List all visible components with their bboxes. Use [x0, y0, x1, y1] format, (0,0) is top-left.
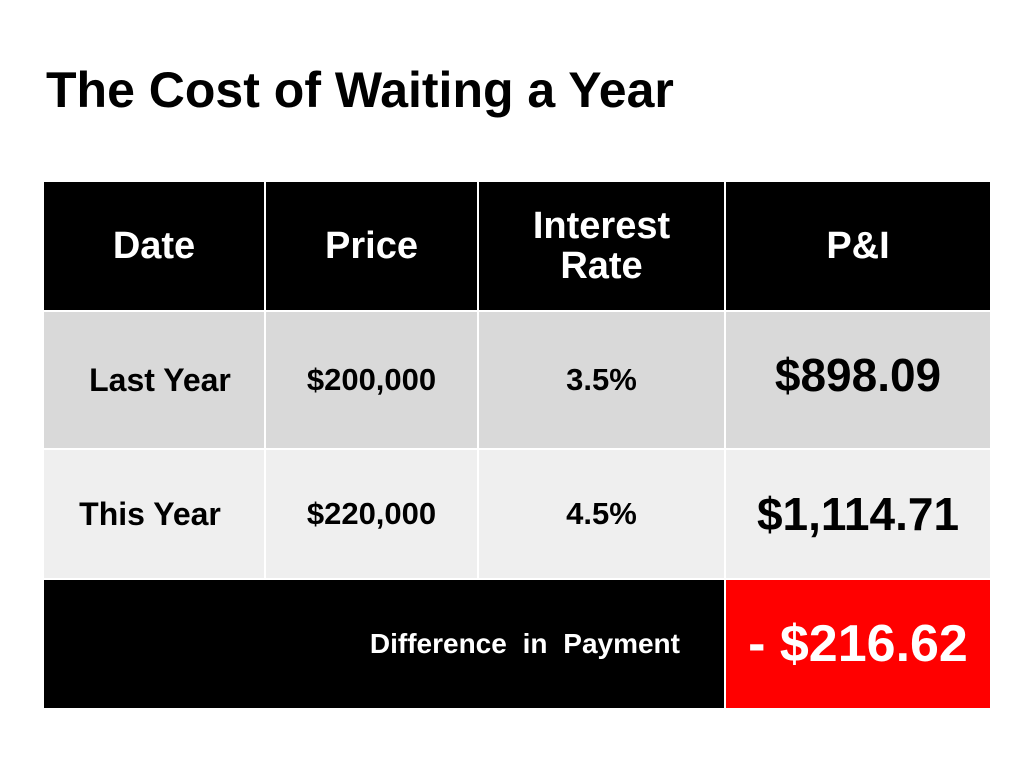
- header-interest-rate: Interest Rate: [477, 180, 726, 312]
- cell-pi: $1,114.71: [724, 448, 992, 580]
- cell-interest-rate: 3.5%: [477, 310, 726, 450]
- cell-date: Last Year: [42, 310, 266, 450]
- header-pi: P&I: [724, 180, 992, 312]
- difference-value: - $216.62: [724, 578, 992, 710]
- cell-pi: $898.09: [724, 310, 992, 450]
- cell-price: $220,000: [264, 448, 479, 580]
- header-price: Price: [264, 180, 479, 312]
- cell-date: This Year: [42, 448, 266, 580]
- table-row-this-year: This Year $220,000 4.5% $1,114.71: [42, 448, 992, 580]
- difference-label: Difference in Payment: [42, 578, 726, 710]
- cost-comparison-table: Date Price Interest Rate P&I Last Year $…: [42, 180, 992, 710]
- page-title: The Cost of Waiting a Year: [46, 62, 674, 118]
- cell-interest-rate: 4.5%: [477, 448, 726, 580]
- cell-price: $200,000: [264, 310, 479, 450]
- header-interest-rate-line1: Interest: [532, 205, 671, 247]
- difference-row: Difference in Payment - $216.62: [42, 578, 992, 710]
- table-row-last-year: Last Year $200,000 3.5% $898.09: [42, 310, 992, 450]
- header-date: Date: [42, 180, 266, 312]
- table-header-row: Date Price Interest Rate P&I: [42, 180, 992, 312]
- header-interest-rate-line2: Rate: [560, 245, 643, 287]
